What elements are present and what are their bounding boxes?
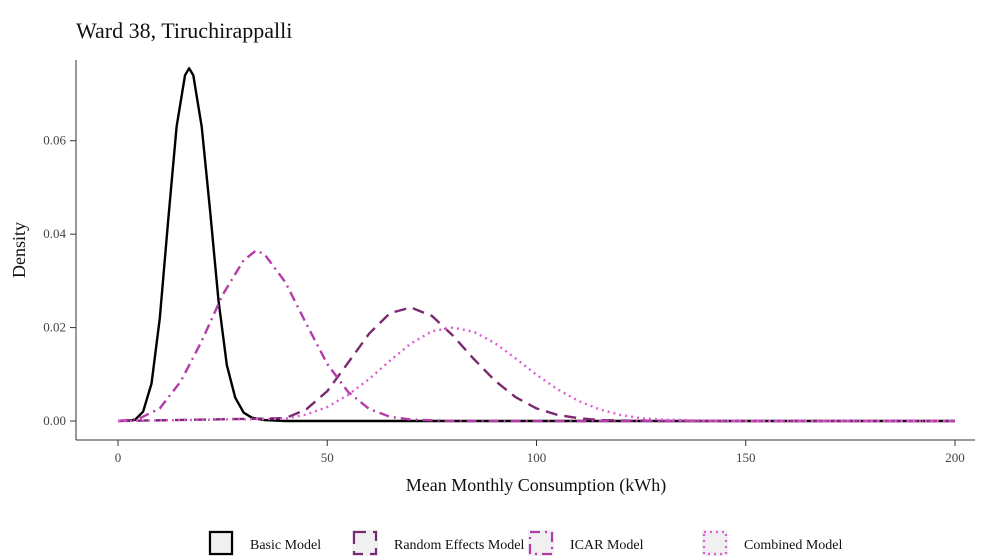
- legend-key-swatch: [702, 530, 728, 556]
- series-line: [117, 67, 955, 423]
- y-axis-title: Density: [9, 222, 29, 278]
- y-tick-label: 0.00: [43, 413, 66, 428]
- legend-key-background: [208, 530, 234, 556]
- chart-title: Ward 38, Tiruchirappalli: [76, 18, 292, 43]
- legend-key-background: [528, 530, 554, 556]
- legend-key-background: [702, 530, 728, 556]
- series-line: [117, 326, 955, 423]
- legend-key-swatch: [352, 530, 378, 556]
- series-lines: [117, 67, 955, 423]
- legend-label: Combined Model: [744, 538, 842, 553]
- legend-label: Random Effects Model: [394, 538, 524, 553]
- legend-label: Basic Model: [250, 538, 321, 553]
- y-tick-label: 0.06: [43, 133, 66, 148]
- y-tick-label: 0.04: [43, 226, 66, 241]
- legend-key-swatch: [208, 530, 234, 556]
- legend: Basic Model Random Effects Model ICAR Mode…: [208, 530, 842, 556]
- x-tick-label: 150: [736, 450, 756, 465]
- x-ticks: 0 50 100 150 200: [115, 440, 965, 465]
- x-tick-label: 100: [527, 450, 547, 465]
- series-line: [117, 306, 955, 423]
- y-tick-label: 0.02: [43, 320, 66, 335]
- y-ticks: 0.00 0.02 0.04 0.06: [43, 133, 76, 428]
- x-tick-label: 0: [115, 450, 122, 465]
- x-tick-label: 50: [321, 450, 334, 465]
- legend-label: ICAR Model: [570, 538, 644, 553]
- series-line: [117, 249, 955, 423]
- x-tick-label: 200: [945, 450, 965, 465]
- x-axis-title: Mean Monthly Consumption (kWh): [406, 475, 666, 496]
- legend-key-background: [352, 530, 378, 556]
